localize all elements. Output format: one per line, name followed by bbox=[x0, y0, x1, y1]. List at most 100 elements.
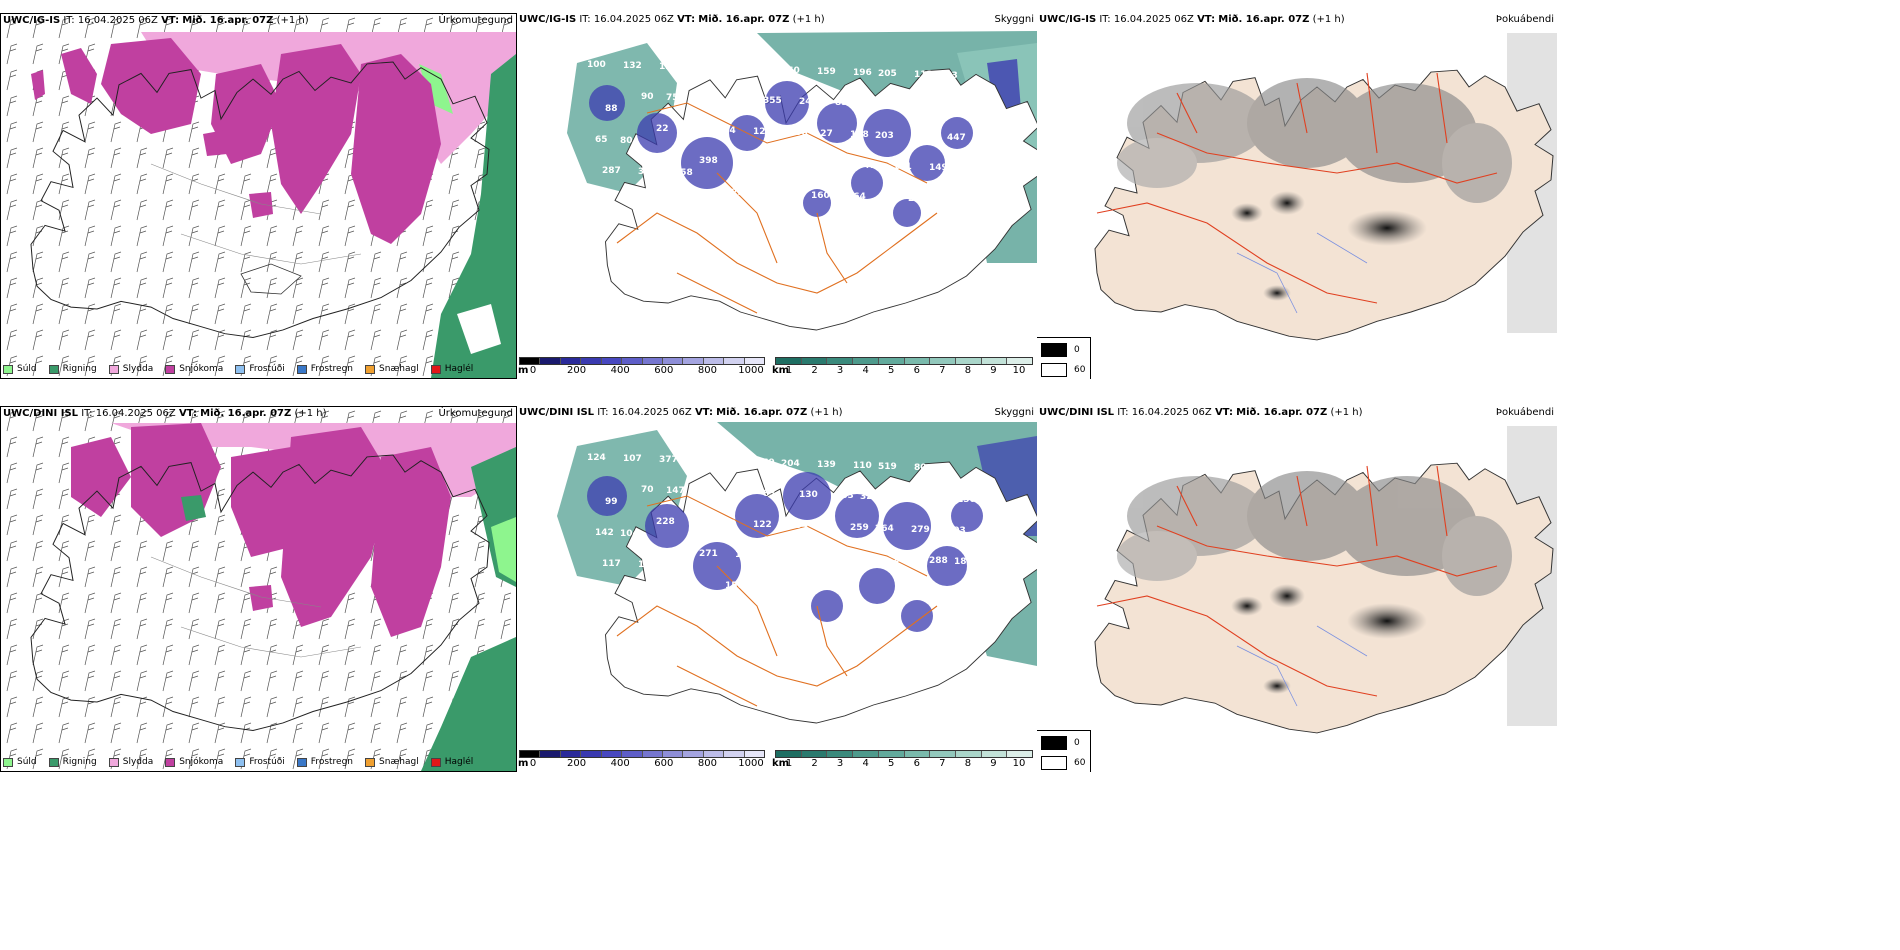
cloud-base-value: 160 bbox=[781, 66, 800, 76]
visibility-unit: km bbox=[772, 758, 790, 769]
colorbar-segment bbox=[703, 751, 725, 757]
cloud-map[interactable]: 124 107 377 180 200 269 204 139 110 519 80 79 99 70 14… bbox=[517, 406, 1037, 736]
swatch-sleet bbox=[108, 757, 119, 767]
vt-label: VT: bbox=[677, 14, 696, 25]
it-value: 16.04.2025 06Z bbox=[1113, 14, 1194, 25]
precip-legend: Súld Rigning Slydda Snjókoma Frostúði Fr… bbox=[3, 364, 473, 374]
colorbar-tick: 6 bbox=[913, 365, 920, 376]
cloud-base-value: 173 bbox=[832, 553, 851, 563]
cloud-base-value: 164 bbox=[847, 192, 866, 202]
swatch-freezing-rain bbox=[296, 364, 307, 374]
cloud-base-value: 163 bbox=[939, 71, 958, 81]
panel-title: Úrkomutegund bbox=[438, 408, 513, 419]
fog-map[interactable] bbox=[1037, 406, 1557, 772]
colorbar-tick: 200 bbox=[567, 365, 587, 376]
cloud-map[interactable]: 100 132 124 151 165 234 160 159 196 205 112 163 88 90… bbox=[517, 13, 1037, 343]
cloud-base-value: 974 bbox=[674, 561, 693, 571]
cloud-base-value: 447 bbox=[947, 133, 966, 143]
panel-title: Þokuábendi bbox=[1495, 14, 1554, 25]
cloud-base-value: 196 bbox=[638, 560, 657, 570]
legend-item: Haglél bbox=[430, 757, 473, 767]
cloud-base-value: 130 bbox=[799, 490, 818, 500]
cloud-base-value: 273 bbox=[893, 555, 912, 565]
cloud-base-value: 104 bbox=[689, 200, 708, 210]
colorbar-tick: 2 bbox=[811, 758, 818, 769]
panel-header: UWC/DINI ISL IT: 16.04.2025 06Z VT: Mið.… bbox=[1039, 407, 1363, 418]
cloud-base-value: 519 bbox=[878, 462, 897, 472]
precip-map[interactable] bbox=[1, 14, 516, 378]
cloud-base-value: 160 bbox=[750, 189, 769, 199]
cloud-base-value: 172 bbox=[796, 552, 815, 562]
colorbar-segment bbox=[801, 751, 828, 757]
cloud-base-value: 162 bbox=[896, 100, 915, 110]
cloud-panel-row1: UWC/IG-IS IT: 16.04.2025 06Z VT: Mið. 16… bbox=[517, 13, 1037, 379]
cloud-base-value: 104 bbox=[750, 582, 769, 592]
fog-legend-item: 60 bbox=[1041, 756, 1085, 770]
cloud-base-colorbar: 0 200 400 600 800 1000 m bbox=[518, 750, 765, 770]
cloud-base-value: 120 bbox=[796, 159, 815, 169]
vt-label: VT: bbox=[161, 15, 180, 26]
legend-item: Frostúði bbox=[235, 364, 285, 374]
colorbar-tick: 600 bbox=[654, 365, 674, 376]
cloud-base-value: 78 bbox=[738, 488, 751, 498]
fog-map[interactable] bbox=[1037, 13, 1557, 379]
cloud-base-value: 329 bbox=[860, 492, 879, 502]
swatch-snow bbox=[165, 757, 176, 767]
cloud-base-value: 189 bbox=[689, 593, 708, 603]
offset: (+1 h) bbox=[294, 408, 327, 419]
colorbar-segment bbox=[642, 751, 663, 757]
visibility-colorbar: 1 2 3 4 5 6 7 8 9 10 km bbox=[772, 750, 1033, 770]
colorbar-segment bbox=[930, 751, 956, 757]
precip-map[interactable] bbox=[1, 407, 516, 771]
cloud-base-unit: m bbox=[518, 758, 529, 769]
cloud-base-value: 271 bbox=[699, 549, 718, 559]
offset: (+1 h) bbox=[810, 407, 843, 418]
legend-item: Slydda bbox=[108, 364, 153, 374]
fog-legend-item: 0 bbox=[1041, 736, 1080, 750]
vt-value: Mið. 16.apr. 07Z bbox=[1218, 14, 1310, 25]
cloud-base-value: 151 bbox=[684, 63, 703, 73]
cloud-base-value: 258 bbox=[814, 522, 833, 532]
swatch-snow-pellets bbox=[365, 364, 376, 374]
colorbar-segment bbox=[622, 751, 643, 757]
cloud-base-value: 228 bbox=[656, 517, 675, 527]
colorbar-tick: 200 bbox=[567, 758, 587, 769]
cloud-base-value: 200 bbox=[720, 457, 739, 467]
colorbar-segment bbox=[724, 358, 745, 364]
fog-swatch-60 bbox=[1041, 756, 1067, 770]
colorbar-segment bbox=[520, 358, 541, 364]
cloud-base-value: 112 bbox=[914, 70, 933, 80]
legend-item: Súld bbox=[3, 757, 37, 767]
cloud-base-value: 265 bbox=[832, 160, 851, 170]
colorbar-tick: 800 bbox=[697, 365, 717, 376]
model-name: UWC/DINI ISL bbox=[519, 407, 595, 418]
cloud-base-unit: m bbox=[518, 365, 529, 376]
cloud-base-value: 355 bbox=[763, 96, 782, 106]
legend-item: Snjókoma bbox=[165, 364, 223, 374]
cloud-base-value: 132 bbox=[623, 61, 642, 71]
panel-header: UWC/IG-IS IT: 16.04.2025 06Z VT: Mið. 16… bbox=[519, 14, 825, 25]
it-label: IT: bbox=[63, 15, 75, 26]
colorbar-segment bbox=[601, 751, 623, 757]
cloud-base-value: 159 bbox=[817, 67, 836, 77]
legend-item: Frostúði bbox=[235, 757, 285, 767]
colorbar-segment bbox=[981, 358, 1008, 364]
cloud-base-value: 103 bbox=[947, 526, 966, 536]
cloud-base-value: 258 bbox=[674, 168, 693, 178]
cloud-base-value: 125 bbox=[725, 188, 744, 198]
swatch-freezing-rain bbox=[296, 757, 307, 767]
cloud-base-value: 83 bbox=[835, 98, 848, 108]
cloud-base-colorbar: 0 200 400 600 800 1000 m bbox=[518, 357, 765, 377]
legend-item: Rigning bbox=[48, 757, 97, 767]
swatch-rain bbox=[48, 364, 59, 374]
cloud-base-value: 160 bbox=[811, 191, 830, 201]
visibility-unit: km bbox=[772, 365, 790, 376]
colorbar-segment bbox=[827, 751, 854, 757]
colorbar-segment bbox=[776, 358, 802, 364]
visibility-colorbar: 1 2 3 4 5 6 7 8 9 10 km bbox=[772, 357, 1033, 377]
cloud-base-value: 156 bbox=[921, 101, 940, 111]
colorbar-tick: 10 bbox=[1012, 365, 1026, 376]
cloud-base-value: 122 bbox=[753, 520, 772, 530]
colorbar-tick: 5 bbox=[888, 758, 895, 769]
cloud-base-value: 104 bbox=[620, 529, 639, 539]
